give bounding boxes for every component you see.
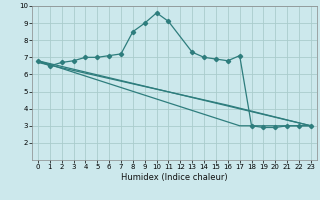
X-axis label: Humidex (Indice chaleur): Humidex (Indice chaleur) (121, 173, 228, 182)
